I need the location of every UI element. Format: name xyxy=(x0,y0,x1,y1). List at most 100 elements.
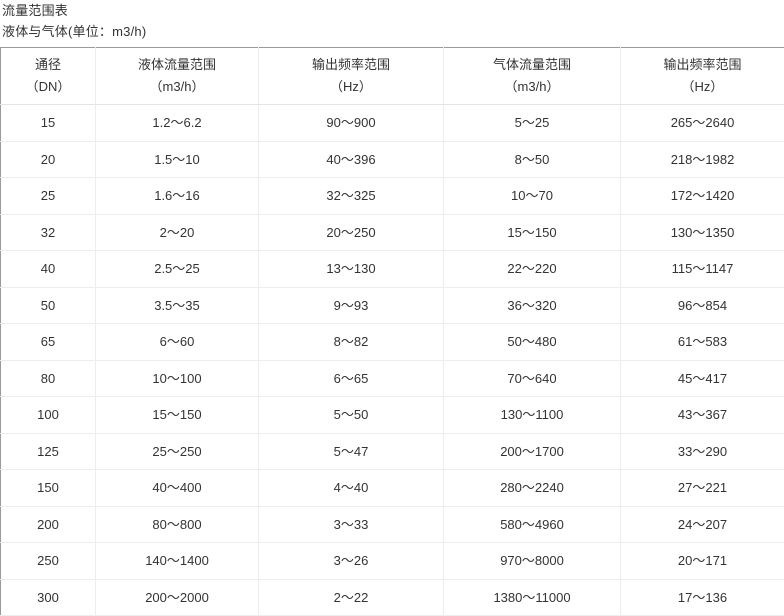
cell-liquid-output-frequency-range: 90～900 xyxy=(259,105,444,142)
cell-gas-flow-range: 10～70 xyxy=(444,178,621,215)
table-row: 32 2～20 20～250 15～150 130～1350 xyxy=(1,214,784,251)
table-header-row: 通径 （DN） 液体流量范围 （m3/h） 输出频率范围 （Hz） 气体流量范围… xyxy=(1,48,784,105)
cell-gas-flow-range: 580～4960 xyxy=(444,506,621,543)
cell-nominal-diameter: 32 xyxy=(1,214,96,251)
cell-gas-flow-range: 8～50 xyxy=(444,141,621,178)
column-header-line1: 通径 xyxy=(1,54,95,76)
cell-gas-flow-range: 50～480 xyxy=(444,324,621,361)
cell-gas-flow-range: 70～640 xyxy=(444,360,621,397)
cell-gas-flow-range: 130～1100 xyxy=(444,397,621,434)
table-row: 20 1.5～10 40～396 8～50 218～1982 xyxy=(1,141,784,178)
cell-nominal-diameter: 150 xyxy=(1,470,96,507)
cell-nominal-diameter: 300 xyxy=(1,579,96,616)
cell-liquid-flow-range: 1.5～10 xyxy=(96,141,259,178)
cell-gas-output-frequency-range: 45～417 xyxy=(621,360,784,397)
cell-liquid-flow-range: 25～250 xyxy=(96,433,259,470)
cell-nominal-diameter: 20 xyxy=(1,141,96,178)
table-row: 65 6～60 8～82 50～480 61～583 xyxy=(1,324,784,361)
cell-nominal-diameter: 80 xyxy=(1,360,96,397)
table-row: 250 140～1400 3～26 970～8000 20～171 xyxy=(1,543,784,580)
table-header: 通径 （DN） 液体流量范围 （m3/h） 输出频率范围 （Hz） 气体流量范围… xyxy=(1,48,784,105)
cell-liquid-flow-range: 15～150 xyxy=(96,397,259,434)
column-header-line2: （m3/h） xyxy=(96,76,258,98)
cell-liquid-output-frequency-range: 3～26 xyxy=(259,543,444,580)
cell-gas-output-frequency-range: 172～1420 xyxy=(621,178,784,215)
cell-nominal-diameter: 100 xyxy=(1,397,96,434)
cell-liquid-output-frequency-range: 9～93 xyxy=(259,287,444,324)
cell-gas-output-frequency-range: 130～1350 xyxy=(621,214,784,251)
cell-liquid-output-frequency-range: 6～65 xyxy=(259,360,444,397)
cell-liquid-flow-range: 1.2～6.2 xyxy=(96,105,259,142)
cell-liquid-flow-range: 2.5～25 xyxy=(96,251,259,288)
cell-nominal-diameter: 15 xyxy=(1,105,96,142)
cell-gas-flow-range: 970～8000 xyxy=(444,543,621,580)
cell-nominal-diameter: 50 xyxy=(1,287,96,324)
column-header-nominal-diameter: 通径 （DN） xyxy=(1,48,96,105)
column-header-line2: （Hz） xyxy=(259,76,443,98)
column-header-line2: （DN） xyxy=(1,76,95,98)
cell-liquid-flow-range: 10～100 xyxy=(96,360,259,397)
cell-gas-output-frequency-range: 43～367 xyxy=(621,397,784,434)
table-row: 125 25～250 5～47 200～1700 33～290 xyxy=(1,433,784,470)
cell-liquid-output-frequency-range: 5～47 xyxy=(259,433,444,470)
cell-liquid-output-frequency-range: 20～250 xyxy=(259,214,444,251)
flow-range-table-container: 通径 （DN） 液体流量范围 （m3/h） 输出频率范围 （Hz） 气体流量范围… xyxy=(0,47,784,616)
cell-nominal-diameter: 200 xyxy=(1,506,96,543)
cell-gas-flow-range: 15～150 xyxy=(444,214,621,251)
page-title: 流量范围表 xyxy=(2,2,784,19)
cell-liquid-flow-range: 80～800 xyxy=(96,506,259,543)
column-header-line1: 输出频率范围 xyxy=(621,54,784,76)
cell-liquid-flow-range: 3.5～35 xyxy=(96,287,259,324)
cell-nominal-diameter: 125 xyxy=(1,433,96,470)
table-row: 200 80～800 3～33 580～4960 24～207 xyxy=(1,506,784,543)
cell-liquid-flow-range: 6～60 xyxy=(96,324,259,361)
column-header-line1: 气体流量范围 xyxy=(444,54,620,76)
cell-liquid-flow-range: 200～2000 xyxy=(96,579,259,616)
column-header-liquid-output-frequency-range: 输出频率范围 （Hz） xyxy=(259,48,444,105)
cell-gas-output-frequency-range: 27～221 xyxy=(621,470,784,507)
cell-gas-flow-range: 200～1700 xyxy=(444,433,621,470)
table-row: 300 200～2000 2～22 1380～11000 17～136 xyxy=(1,579,784,616)
cell-gas-output-frequency-range: 61～583 xyxy=(621,324,784,361)
column-header-gas-flow-range: 气体流量范围 （m3/h） xyxy=(444,48,621,105)
cell-gas-output-frequency-range: 96～854 xyxy=(621,287,784,324)
table-row: 100 15～150 5～50 130～1100 43～367 xyxy=(1,397,784,434)
table-body: 15 1.2～6.2 90～900 5～25 265～2640 20 1.5～1… xyxy=(1,105,784,616)
cell-gas-output-frequency-range: 115～1147 xyxy=(621,251,784,288)
cell-gas-flow-range: 1380～11000 xyxy=(444,579,621,616)
column-header-line2: （Hz） xyxy=(621,76,784,98)
cell-liquid-flow-range: 2～20 xyxy=(96,214,259,251)
column-header-line2: （m3/h） xyxy=(444,76,620,98)
cell-gas-output-frequency-range: 20～171 xyxy=(621,543,784,580)
cell-gas-output-frequency-range: 33～290 xyxy=(621,433,784,470)
cell-liquid-output-frequency-range: 3～33 xyxy=(259,506,444,543)
table-row: 15 1.2～6.2 90～900 5～25 265～2640 xyxy=(1,105,784,142)
cell-liquid-flow-range: 40～400 xyxy=(96,470,259,507)
cell-gas-output-frequency-range: 17～136 xyxy=(621,579,784,616)
cell-nominal-diameter: 65 xyxy=(1,324,96,361)
table-row: 50 3.5～35 9～93 36～320 96～854 xyxy=(1,287,784,324)
cell-gas-output-frequency-range: 218～1982 xyxy=(621,141,784,178)
cell-liquid-output-frequency-range: 2～22 xyxy=(259,579,444,616)
cell-gas-flow-range: 5～25 xyxy=(444,105,621,142)
cell-liquid-output-frequency-range: 5～50 xyxy=(259,397,444,434)
cell-liquid-flow-range: 1.6～16 xyxy=(96,178,259,215)
table-row: 40 2.5～25 13～130 22～220 115～1147 xyxy=(1,251,784,288)
cell-nominal-diameter: 40 xyxy=(1,251,96,288)
column-header-line1: 液体流量范围 xyxy=(96,54,258,76)
cell-liquid-output-frequency-range: 4～40 xyxy=(259,470,444,507)
cell-gas-output-frequency-range: 24～207 xyxy=(621,506,784,543)
page-subtitle: 液体与气体(单位：m3/h) xyxy=(2,23,784,40)
table-row: 80 10～100 6～65 70～640 45～417 xyxy=(1,360,784,397)
cell-liquid-output-frequency-range: 8～82 xyxy=(259,324,444,361)
cell-gas-flow-range: 36～320 xyxy=(444,287,621,324)
cell-liquid-output-frequency-range: 32～325 xyxy=(259,178,444,215)
column-header-line1: 输出频率范围 xyxy=(259,54,443,76)
cell-liquid-output-frequency-range: 40～396 xyxy=(259,141,444,178)
column-header-gas-output-frequency-range: 输出频率范围 （Hz） xyxy=(621,48,784,105)
cell-gas-flow-range: 280～2240 xyxy=(444,470,621,507)
cell-liquid-flow-range: 140～1400 xyxy=(96,543,259,580)
cell-gas-output-frequency-range: 265～2640 xyxy=(621,105,784,142)
column-header-liquid-flow-range: 液体流量范围 （m3/h） xyxy=(96,48,259,105)
